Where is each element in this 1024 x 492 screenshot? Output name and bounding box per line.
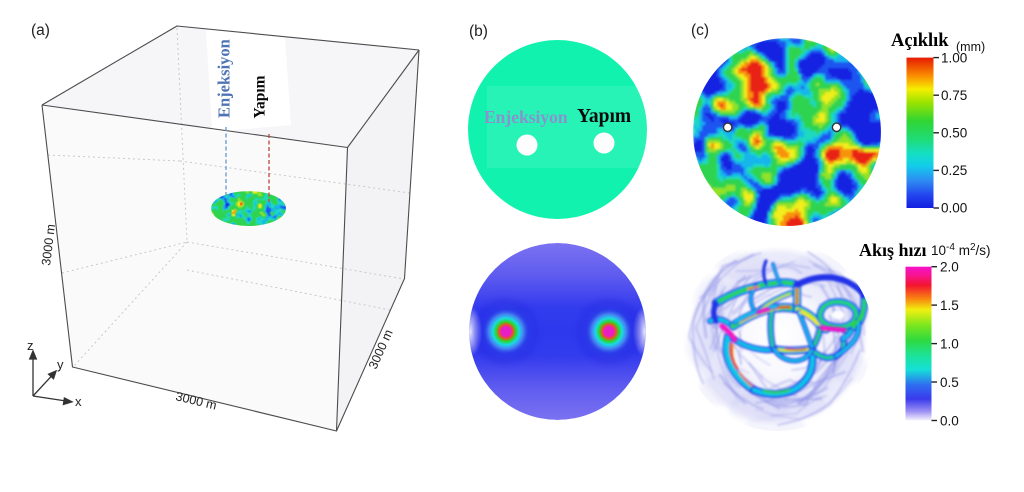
svg-text:0.50: 0.50 xyxy=(941,126,967,141)
svg-text:1.0: 1.0 xyxy=(940,337,959,352)
svg-text:x: x xyxy=(75,394,82,409)
svg-text:(b): (b) xyxy=(469,23,488,40)
svg-text:2.0: 2.0 xyxy=(940,260,959,275)
svg-text:Açıklık: Açıklık xyxy=(891,31,949,51)
svg-text:0.0: 0.0 xyxy=(940,414,959,429)
svg-text:0.25: 0.25 xyxy=(941,163,967,178)
svg-text:Akış hızı: Akış hızı xyxy=(859,240,927,260)
svg-text:(a): (a) xyxy=(31,22,50,39)
svg-text:Yapım: Yapım xyxy=(252,75,269,118)
svg-text:z: z xyxy=(27,338,34,353)
svg-text:Yapım: Yapım xyxy=(577,106,631,127)
svg-text:0.5: 0.5 xyxy=(940,375,959,390)
svg-text:Enjeksiyon: Enjeksiyon xyxy=(484,107,568,127)
svg-text:1.00: 1.00 xyxy=(941,51,967,66)
svg-text:1.5: 1.5 xyxy=(940,298,959,313)
svg-text:(mm): (mm) xyxy=(956,40,985,54)
svg-text:3000 m: 3000 m xyxy=(39,223,58,266)
svg-text:10-4 m2/s): 10-4 m2/s) xyxy=(931,242,991,258)
svg-text:y: y xyxy=(57,357,64,372)
svg-text:0.75: 0.75 xyxy=(941,88,967,103)
svg-text:(c): (c) xyxy=(691,22,709,39)
svg-text:Enjeksiyon: Enjeksiyon xyxy=(215,39,234,118)
svg-text:0.00: 0.00 xyxy=(941,201,967,216)
